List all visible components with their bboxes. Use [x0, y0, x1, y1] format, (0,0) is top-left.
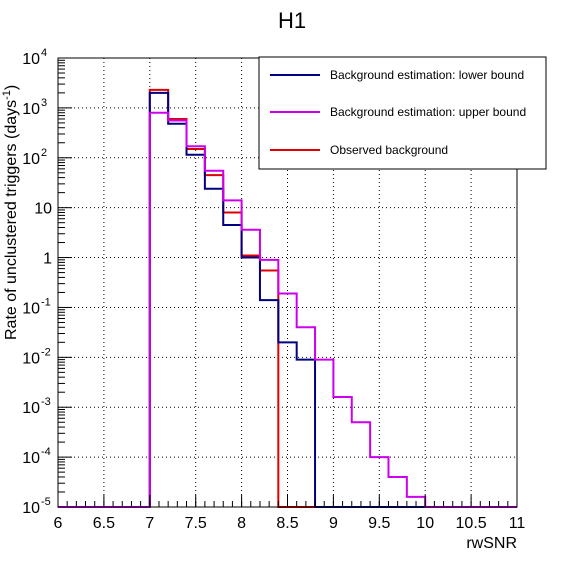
x-tick-label: 8.5: [276, 515, 298, 532]
grid: [58, 58, 517, 507]
y-tick-label: 1: [43, 251, 52, 268]
y-tick-exponent: -4: [41, 446, 51, 458]
y-axis-label: Rate of unclustered triggers (days-1): [1, 85, 20, 340]
y-tick-label: 10: [22, 151, 40, 168]
x-tick-label: 9.5: [368, 515, 390, 532]
y-tick-label: 10: [22, 101, 40, 118]
y-tick-label: 10: [22, 350, 40, 367]
y-tick-exponent: 2: [41, 147, 47, 159]
y-axis-label-sup: -1: [1, 90, 13, 100]
y-tick-exponent: -1: [41, 296, 51, 308]
legend: Background estimation: lower bound Backgr…: [258, 56, 547, 170]
legend-label-0: Background estimation: lower bound: [330, 68, 524, 82]
x-tick-label: 8: [237, 515, 246, 532]
y-axis-label-close: ): [3, 85, 20, 90]
y-tick-exponent: -2: [41, 346, 51, 358]
x-tick-label: 9: [329, 515, 338, 532]
legend-label-1: Background estimation: upper bound: [330, 105, 526, 119]
y-tick-exponent: 3: [41, 97, 47, 109]
y-axis-label-main: Rate of unclustered triggers (days: [3, 100, 20, 340]
y-tick-exponent: -3: [41, 396, 51, 408]
x-tick-labels: 6 6.5 7 7.5 8 8.5 9 9.5 10 10.5 11: [54, 515, 526, 532]
x-tick-label: 7: [145, 515, 154, 532]
axis-ticks: [57, 57, 518, 508]
legend-label-2: Observed background: [330, 143, 448, 157]
y-tick-label: 10: [22, 450, 40, 467]
x-tick-label: 6.5: [93, 515, 115, 532]
x-tick-label: 11: [509, 515, 526, 532]
y-tick-label: 10: [22, 300, 40, 317]
y-tick-label: 10: [22, 400, 40, 417]
y-tick-label: 10: [22, 51, 40, 68]
y-tick-exponent: -5: [41, 496, 51, 508]
x-tick-label: 6: [54, 515, 63, 532]
chart-title: H1: [278, 8, 306, 33]
y-tick-label: 10: [34, 201, 52, 218]
x-tick-label: 7.5: [185, 515, 207, 532]
x-tick-label: 10: [416, 515, 434, 532]
y-tick-label: 10: [22, 500, 40, 517]
y-tick-exponent: 4: [41, 47, 47, 59]
series-line-1: [58, 111, 517, 508]
x-axis-label: rwSNR: [466, 535, 517, 552]
legend-entries: Background estimation: lower bound Backgr…: [270, 68, 526, 157]
x-tick-label: 10.5: [456, 515, 487, 532]
